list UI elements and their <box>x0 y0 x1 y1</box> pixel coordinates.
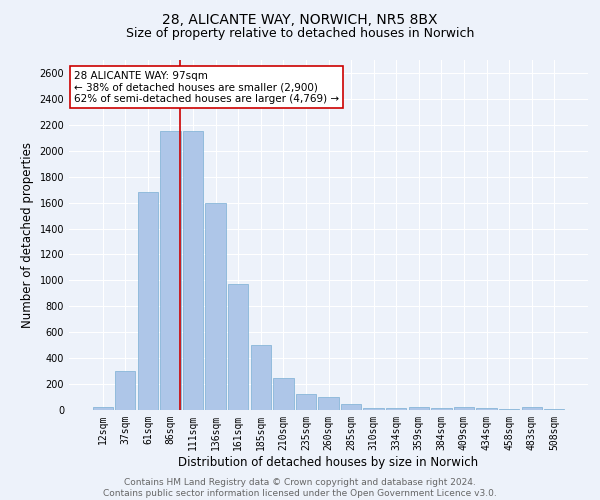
Text: Contains HM Land Registry data © Crown copyright and database right 2024.
Contai: Contains HM Land Registry data © Crown c… <box>103 478 497 498</box>
Bar <box>183 132 203 410</box>
Bar <box>92 408 113 410</box>
Bar <box>115 371 136 410</box>
Bar <box>228 284 248 410</box>
Bar <box>296 394 316 410</box>
Bar <box>431 408 452 410</box>
Bar <box>160 132 181 410</box>
Bar <box>205 202 226 410</box>
Bar <box>341 404 361 410</box>
Bar <box>319 397 338 410</box>
Bar <box>273 378 293 410</box>
Bar <box>138 192 158 410</box>
Text: 28 ALICANTE WAY: 97sqm
← 38% of detached houses are smaller (2,900)
62% of semi-: 28 ALICANTE WAY: 97sqm ← 38% of detached… <box>74 70 340 104</box>
Bar <box>251 345 271 410</box>
Y-axis label: Number of detached properties: Number of detached properties <box>21 142 34 328</box>
Bar <box>454 408 474 410</box>
Bar <box>476 408 497 410</box>
Bar <box>364 408 384 410</box>
Bar <box>409 408 429 410</box>
Bar <box>521 408 542 410</box>
X-axis label: Distribution of detached houses by size in Norwich: Distribution of detached houses by size … <box>178 456 479 468</box>
Text: 28, ALICANTE WAY, NORWICH, NR5 8BX: 28, ALICANTE WAY, NORWICH, NR5 8BX <box>162 12 438 26</box>
Text: Size of property relative to detached houses in Norwich: Size of property relative to detached ho… <box>126 28 474 40</box>
Bar <box>386 408 406 410</box>
